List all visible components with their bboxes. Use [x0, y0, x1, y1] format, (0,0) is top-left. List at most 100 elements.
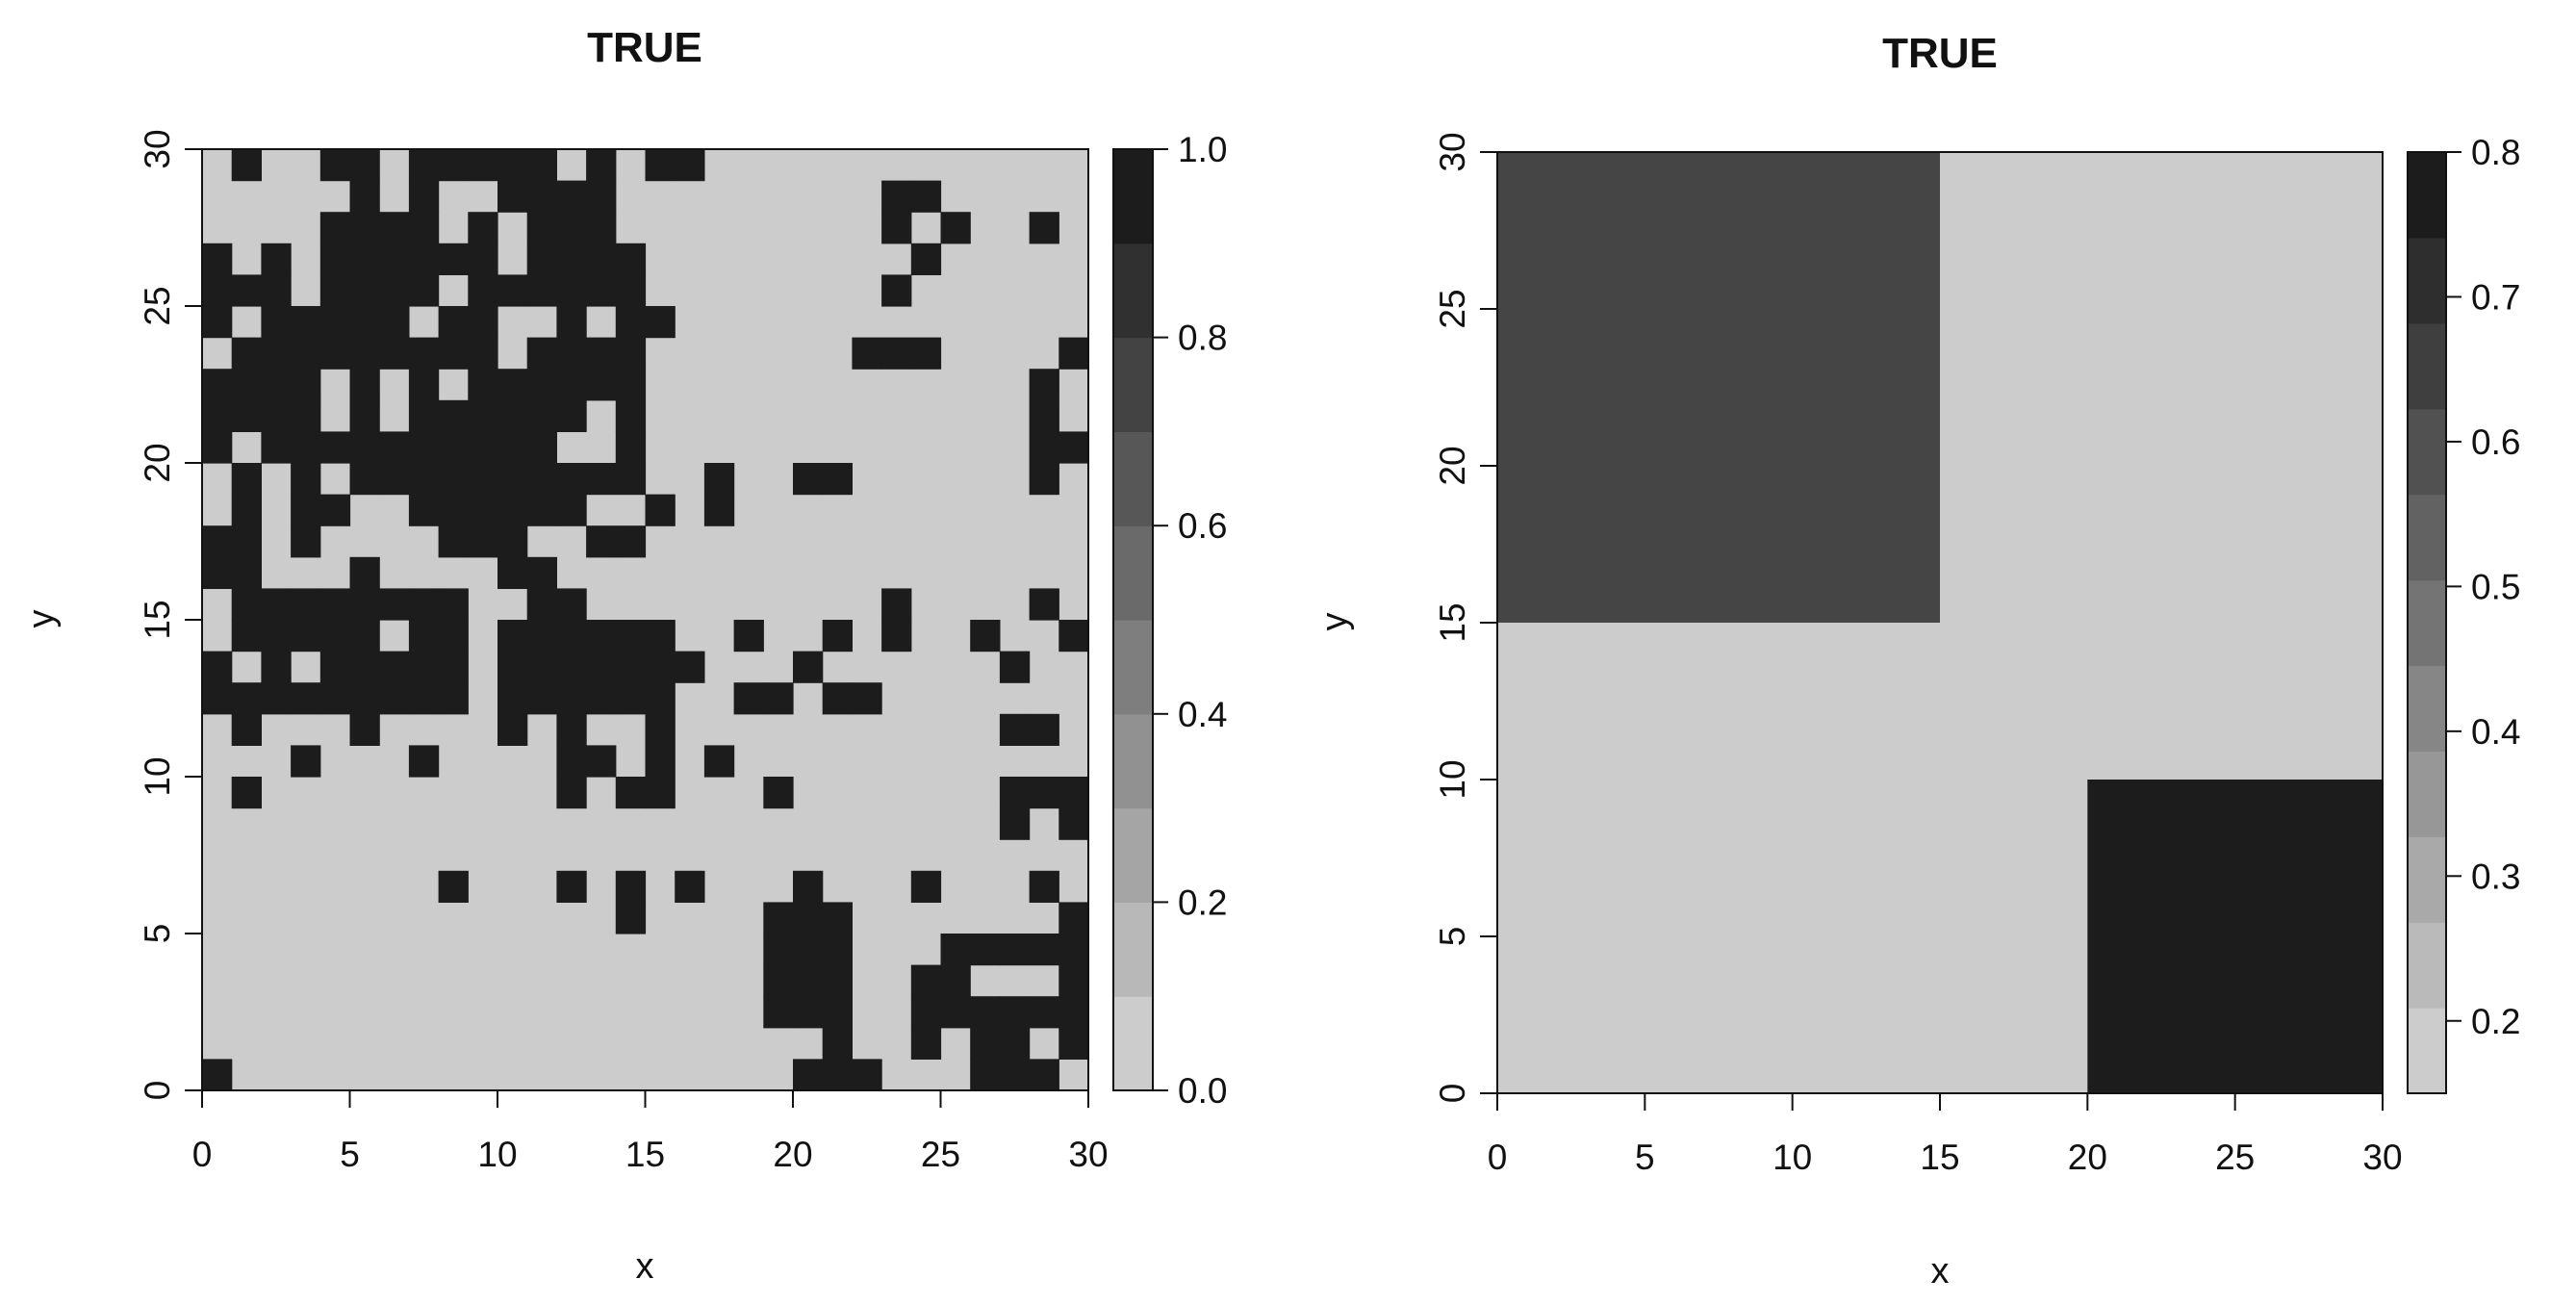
- chart-left-cell: [349, 682, 380, 715]
- chart-left: TRUE 0 5 10 15 20 25 30 0 5 10 15 20 25 30 x y 0.0 0.2…: [21, 24, 1227, 1287]
- chart-left-colorbar-tick-label: 0.4: [1178, 695, 1227, 734]
- chart-left-cell: [586, 149, 617, 182]
- chart-left-cell: [822, 996, 853, 1029]
- chart-left-cell: [497, 620, 528, 652]
- chart-left-y-tick-label: 5: [138, 924, 177, 944]
- chart-left-y-tick-label: 0: [138, 1081, 177, 1101]
- chart-left-cell: [497, 463, 528, 496]
- chart-left-cell: [615, 274, 647, 307]
- chart-left-cell: [586, 525, 617, 558]
- chart-left-cell: [202, 431, 233, 464]
- chart-left-cell: [497, 149, 528, 182]
- chart-left-cell: [526, 556, 557, 589]
- chart-left-x-tick-label: 20: [773, 1135, 812, 1174]
- chart-left-cell: [349, 556, 380, 589]
- chart-left-cell: [999, 934, 1031, 966]
- chart-left-colorbar-segment: [1113, 149, 1153, 244]
- chart-left-cell: [497, 556, 528, 589]
- chart-left-cell: [526, 463, 557, 496]
- chart-left-cell: [793, 651, 824, 683]
- chart-left-cell: [910, 337, 942, 370]
- chart-left-cell: [970, 996, 1001, 1029]
- chart-left-plot-area: 0 5 10 15 20 25 30 0 5 10 15 20 25 30: [138, 129, 1109, 1174]
- chart-left-cell: [319, 682, 351, 715]
- chart-right-colorbar-segment: [2408, 922, 2446, 1009]
- chart-left-cell: [1058, 337, 1089, 370]
- chart-left-cell: [261, 588, 292, 621]
- chart-left-y-tick-label: 20: [138, 443, 177, 482]
- chart-left-cell: [349, 588, 380, 621]
- chart-left-cell: [468, 525, 498, 558]
- chart-left-cell: [319, 306, 351, 339]
- chart-left-cell: [556, 588, 587, 621]
- chart-left-cell: [497, 274, 528, 307]
- chart-left-cell: [999, 807, 1031, 840]
- chart-left-cell: [822, 1059, 853, 1091]
- chart-right-y-tick-label: 5: [1433, 927, 1472, 947]
- chart-left-cell: [408, 588, 440, 621]
- chart-left-cell: [319, 243, 351, 275]
- chart-left-cell: [231, 494, 262, 526]
- chart-right-y-axis-label: y: [1314, 613, 1355, 631]
- chart-left-cell: [349, 212, 380, 244]
- chart-left-cell: [615, 902, 647, 934]
- chart-left-cell: [615, 399, 647, 432]
- chart-left-cell: [379, 431, 410, 464]
- chart-right-title: TRUE: [1882, 30, 1998, 77]
- chart-left-cell: [438, 337, 469, 370]
- chart-left-cell: [438, 463, 469, 496]
- chart-left-cell: [438, 651, 469, 683]
- chart-left-cell: [556, 651, 587, 683]
- chart-left-cell: [615, 463, 647, 496]
- chart-left-cell: [615, 682, 647, 715]
- chart-left-colorbar-tick-label: 0.2: [1178, 883, 1227, 922]
- chart-left-cell: [586, 274, 617, 307]
- chart-left-cell: [910, 180, 942, 213]
- chart-left-cell: [408, 745, 440, 778]
- chart-left-cell: [970, 1027, 1001, 1060]
- chart-left-colorbar-tick-label: 0.6: [1178, 506, 1227, 546]
- chart-left-cell: [468, 399, 498, 432]
- chart-left-cell: [261, 274, 292, 307]
- chart-left-cell: [1058, 620, 1089, 652]
- chart-left-cell: [349, 337, 380, 370]
- chart-left-cell: [202, 274, 233, 307]
- chart-left-colorbar-tick-label: 1.0: [1178, 130, 1227, 169]
- chart-left-colorbar-segment: [1113, 525, 1153, 621]
- chart-left-cell: [438, 149, 469, 182]
- chart-left-cell: [910, 243, 942, 275]
- chart-left-cell: [586, 620, 617, 652]
- chart-left-x-tick-label: 10: [477, 1135, 517, 1174]
- chart-left-cell: [468, 243, 498, 275]
- chart-left-cell: [497, 682, 528, 715]
- chart-left-cell: [231, 337, 262, 370]
- chart-left-cell: [703, 745, 735, 778]
- chart-left-cell: [438, 525, 469, 558]
- chart-left-cell: [615, 620, 647, 652]
- chart-left-cell: [556, 682, 587, 715]
- chart-left-cell: [822, 463, 853, 496]
- chart-left-cell: [822, 934, 853, 966]
- chart-right-y-tick-label: 30: [1433, 132, 1472, 171]
- chart-left-cell: [556, 399, 587, 432]
- chart-left-cell: [526, 212, 557, 244]
- chart-left-cell: [202, 399, 233, 432]
- chart-left-x-tick-label: 0: [192, 1135, 213, 1174]
- chart-left-cell: [319, 212, 351, 244]
- chart-left-cell: [349, 243, 380, 275]
- chart-right-colorbar-segment: [2408, 152, 2446, 239]
- chart-left-cell: [793, 934, 824, 966]
- chart-right-x-axis-label: x: [1931, 1251, 1950, 1292]
- chart-left-cell: [675, 149, 705, 182]
- chart-left-cell: [526, 431, 557, 464]
- chart-left-cell: [556, 369, 587, 401]
- chart-left-cell: [1029, 431, 1059, 464]
- chart-left-cell: [291, 399, 321, 432]
- chart-right-region: [2087, 780, 2383, 1093]
- chart-left-y-axis-label: y: [21, 610, 62, 628]
- chart-right-colorbar-segment: [2408, 579, 2446, 667]
- chart-left-cell: [526, 494, 557, 526]
- chart-left-cell: [910, 1027, 942, 1060]
- chart-right-colorbar-segment: [2408, 494, 2446, 581]
